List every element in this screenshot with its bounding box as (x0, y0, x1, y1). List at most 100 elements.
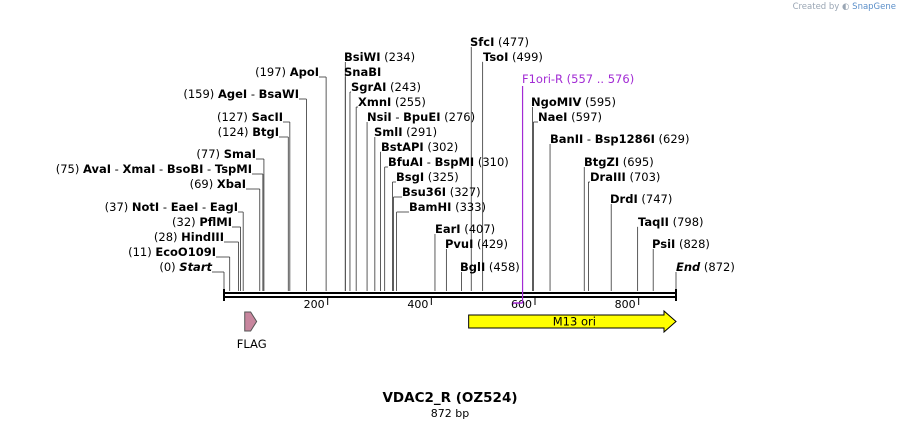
site-label: (124) BtgI (218, 125, 279, 139)
primer-name: F1ori-R (522, 72, 563, 86)
site-position: (499) (508, 50, 543, 64)
site-label: (75) AvaI - XmaI - BsoBI - TspMI (56, 162, 252, 176)
site-label: (77) SmaI (196, 147, 256, 161)
enzyme-name: Start (179, 260, 212, 274)
site-position: (429) (473, 237, 508, 251)
enzyme-name: DraIII (590, 170, 626, 184)
enzyme-name: XmaI (122, 162, 155, 176)
site-label: (0) Start (159, 260, 212, 274)
site-label: BamHI (333) (409, 200, 486, 214)
site-position: (407) (461, 222, 496, 236)
site-label: TaqII (798) (638, 215, 704, 229)
enzyme-name: XbaI (217, 177, 246, 191)
enzyme-name: TspMI (215, 162, 252, 176)
site-position: (798) (669, 215, 704, 229)
site-label: EarI (407) (435, 222, 495, 236)
feature-arrow (244, 311, 258, 332)
site-position: (458) (485, 260, 520, 274)
enzyme-separator: - (583, 132, 594, 146)
site-label: BtgZI (695) (584, 155, 654, 169)
site-position: (325) (424, 170, 459, 184)
site-label: DrdI (747) (610, 192, 672, 206)
enzyme-name: SmlI (374, 125, 403, 139)
enzyme-name: HindIII (181, 230, 224, 244)
site-label: NgoMIV (595) (531, 95, 616, 109)
primer-annotation: F1ori-R (557 .. 576) (512, 72, 634, 304)
site-label: DraIII (703) (590, 170, 660, 184)
site-label: SmlI (291) (374, 125, 437, 139)
enzyme-name: ApoI (290, 65, 319, 79)
site-position: (629) (655, 132, 690, 146)
enzyme-separator: - (247, 87, 258, 101)
site-position: (11) (128, 245, 155, 259)
site-label: PvuI (429) (445, 237, 508, 251)
credit-prefix: Created by (792, 2, 840, 12)
enzyme-name: PsiI (652, 237, 675, 251)
site-label: BfuAI - BspMI (310) (388, 155, 509, 169)
site-label: TsoI (499) (483, 50, 543, 64)
enzyme-name: TaqII (638, 215, 669, 229)
site-position: (243) (386, 80, 421, 94)
site-position: (234) (381, 50, 416, 64)
enzyme-name: TsoI (483, 50, 508, 64)
enzyme-name: Bsp1286I (595, 132, 655, 146)
site-position: (828) (675, 237, 710, 251)
site-label: (69) XbaI (190, 177, 246, 191)
site-position: (747) (638, 192, 673, 206)
enzyme-name: Bsu36I (402, 185, 446, 199)
enzyme-name: SnaBI (344, 65, 381, 79)
enzyme-name: End (676, 260, 701, 274)
enzyme-name: BamHI (409, 200, 451, 214)
map-title: VDAC2_R (OZ524) (382, 390, 518, 406)
site-position: (159) (183, 87, 218, 101)
enzyme-name: SfcI (470, 35, 494, 49)
enzyme-name: PflMI (199, 215, 232, 229)
site-position: (127) (217, 110, 252, 124)
site-label: (28) HindIII (154, 230, 224, 244)
feature-arrow (468, 309, 677, 334)
enzyme-name: BsaWI (259, 87, 299, 101)
enzyme-separator: - (155, 162, 166, 176)
site-position: (32) (172, 215, 199, 229)
site-label: BstAPI (302) (381, 140, 458, 154)
site-label: End (872) (676, 260, 735, 274)
site-label: (11) EcoO109I (128, 245, 216, 259)
sequence-length: 872 bp (430, 407, 470, 420)
site-position: (69) (190, 177, 217, 191)
site-position: (333) (451, 200, 486, 214)
site-label: SfcI (477) (470, 35, 529, 49)
ruler-tick-label: 400 (407, 298, 428, 311)
enzyme-separator: - (159, 200, 170, 214)
site-label: NsiI - BpuEI (276) (367, 110, 475, 124)
site-label: SnaBI (344, 65, 381, 79)
site-label: Bsu36I (327) (402, 185, 481, 199)
enzyme-name: BpuEI (403, 110, 440, 124)
enzyme-separator: - (423, 155, 434, 169)
enzyme-name: EarI (435, 222, 461, 236)
site-position: (872) (700, 260, 735, 274)
site-position: (302) (424, 140, 459, 154)
site-labels: (0) Start(11) EcoO109I(28) HindIII(32) P… (56, 35, 735, 274)
site-position: (291) (403, 125, 438, 139)
site-label: BsgI (325) (396, 170, 459, 184)
enzyme-name: EcoO109I (155, 245, 216, 259)
enzyme-name: NaeI (538, 110, 567, 124)
features: FLAG M13 ori (237, 309, 677, 351)
site-position: (310) (474, 155, 509, 169)
site-label: PsiI (828) (652, 237, 710, 251)
enzyme-name: PvuI (445, 237, 473, 251)
enzyme-name: EagI (210, 200, 238, 214)
site-position: (477) (494, 35, 529, 49)
site-position: (124) (218, 125, 253, 139)
feature-label: M13 ori (553, 315, 596, 329)
enzyme-name: SacII (252, 110, 283, 124)
site-label: (159) AgeI - BsaWI (183, 87, 299, 101)
snapgene-credit: Created by ◐ SnapGene (793, 2, 896, 12)
enzyme-separator: - (203, 162, 214, 176)
site-position: (597) (567, 110, 602, 124)
site-label: (32) PflMI (172, 215, 232, 229)
site-position: (28) (154, 230, 181, 244)
site-position: (595) (581, 95, 616, 109)
enzyme-name: BsgI (396, 170, 424, 184)
